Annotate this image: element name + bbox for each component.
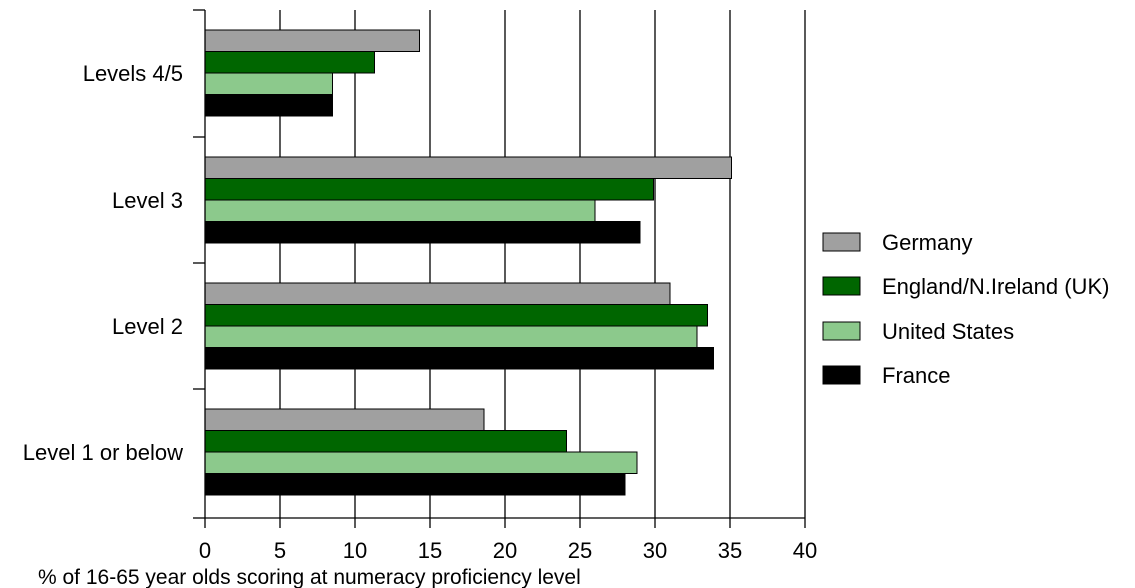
bar xyxy=(204,473,626,496)
x-tick-labels: 0 5 10 15 20 25 30 35 40 xyxy=(199,538,817,563)
legend-label: France xyxy=(882,363,950,388)
x-tick-label: 30 xyxy=(643,538,667,563)
x-tick-label: 35 xyxy=(718,538,742,563)
x-tick-label: 10 xyxy=(343,538,367,563)
bar xyxy=(204,325,698,348)
bar xyxy=(204,51,375,74)
x-tick-label: 25 xyxy=(568,538,592,563)
bar xyxy=(204,451,638,474)
x-tick-label: 20 xyxy=(493,538,517,563)
axes xyxy=(193,9,806,528)
x-tick-label: 5 xyxy=(274,538,286,563)
legend-swatch xyxy=(822,232,861,252)
bar xyxy=(204,347,714,370)
bar xyxy=(204,29,420,52)
legend-label: Germany xyxy=(882,230,972,255)
bar xyxy=(204,178,654,201)
category-label: Level 1 or below xyxy=(23,440,183,465)
bar xyxy=(204,221,641,244)
legend: Germany England/N.Ireland (UK) United Stat… xyxy=(822,230,1109,388)
legend-label: United States xyxy=(882,319,1014,344)
x-tick-label: 15 xyxy=(418,538,442,563)
grid-lines xyxy=(279,10,806,518)
bar xyxy=(204,282,671,305)
bars xyxy=(204,29,732,496)
bar xyxy=(204,408,485,431)
bar xyxy=(204,156,732,179)
x-tick-label: 0 xyxy=(199,538,211,563)
bar xyxy=(204,304,708,327)
bar xyxy=(204,94,333,117)
legend-swatch xyxy=(822,276,861,296)
bar xyxy=(204,430,567,453)
legend-swatch xyxy=(822,321,861,341)
legend-label: England/N.Ireland (UK) xyxy=(882,274,1109,299)
category-labels: Levels 4/5 Level 3 Level 2 Level 1 or below xyxy=(23,61,183,465)
x-tick-label: 40 xyxy=(793,538,817,563)
category-label: Level 2 xyxy=(112,314,183,339)
x-axis-title: % of 16-65 year olds scoring at numeracy… xyxy=(38,566,581,588)
category-label: Levels 4/5 xyxy=(83,61,183,86)
category-label: Level 3 xyxy=(112,188,183,213)
bar xyxy=(204,199,596,222)
legend-swatch xyxy=(822,365,861,385)
bar xyxy=(204,72,333,95)
